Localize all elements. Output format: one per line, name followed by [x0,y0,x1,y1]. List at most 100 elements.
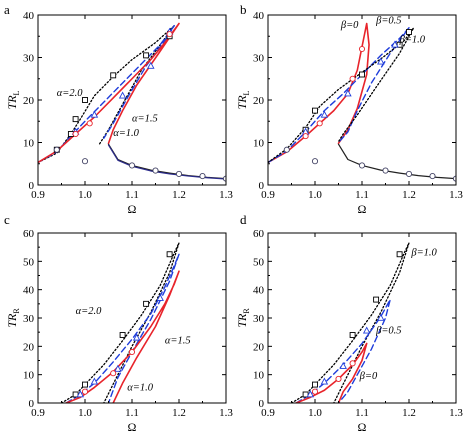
plot-frame [267,14,457,186]
x-tick-label: 1.2 [172,189,186,201]
y-tick-label: 50 [23,256,35,268]
curve-annotation: α=2.0 [76,306,102,317]
series-line-red-solid [295,342,368,403]
y-axis-subscript: L [242,90,251,95]
x-tick-label: 1.2 [172,407,186,419]
y-tick-label: 10 [23,370,35,382]
series-line-navy-solid [107,144,226,180]
triangle-marker [377,57,385,65]
y-tick-label: 20 [253,341,265,353]
y-tick-label: 50 [253,256,265,268]
curve-annotation: α=1.0 [127,382,153,393]
circle-marker [382,167,389,174]
x-axis-title: Ω [358,202,367,216]
plot-area [38,22,226,182]
plot-area [60,242,180,403]
circle-marker [53,146,60,153]
plot-frame [37,14,227,186]
square-marker [82,97,88,103]
circle-marker [110,370,117,377]
circle-marker [199,173,206,180]
triangle-marker [90,377,99,385]
circle-marker [283,146,290,153]
x-tick-label: 1.1 [125,189,139,201]
curve-annotation: α=1.5 [165,336,191,347]
y-tick-label: 20 [23,341,35,353]
y-tick-label: 40 [253,285,265,297]
triangle-marker [132,333,141,341]
circle-marker [86,120,93,127]
triangle-marker [339,361,347,369]
curve-annotation: α=1.0 [113,128,139,139]
x-tick-label: 1.1 [355,189,369,201]
x-tick-label: 1.1 [355,407,369,419]
x-tick-label: 0.9 [261,189,275,201]
triangle-marker [147,61,155,69]
y-axis-title: TRR [235,308,251,328]
y-axis-title: TRL [5,90,21,109]
y-axis-subscript: L [12,90,21,95]
square-marker [396,251,403,258]
square-marker [110,72,117,79]
y-tick-label: 10 [23,138,35,150]
series-line-red-solid [65,270,180,403]
x-tick-label: 1.3 [449,189,463,201]
square-marker [373,296,380,303]
y-axis-title: TRL [235,90,251,109]
square-marker [166,251,173,258]
x-tick-label: 1.0 [78,189,92,201]
triangle-marker [320,377,329,385]
y-tick-label: 0 [259,398,265,410]
series-line-blue-dashed [295,298,391,403]
square-marker [349,332,356,338]
panel-b: b 0.9 1.0 1.1 1.2 1.3 0 10 20 30 40 Ω TRL β=0 β=0.5 β=1… [235,2,463,216]
plot-frame [37,232,227,404]
panel-d: d 0.9 1.0 1.1 1.2 1.3 0 10 20 30 40 50 60 Ω TRR β=1.0 β=… [235,212,463,434]
triangle-marker [320,110,329,118]
circle-marker [311,158,319,165]
square-marker [359,71,365,78]
panel-a: a 0.9 1.0 1.1 1.2 1.3 0 10 20 30 40 Ω TRL α=2.0 α=1.5 α… [4,2,233,216]
circle-marker [358,45,366,53]
x-tick-label: 1.2 [402,189,416,201]
y-axis-subscript: R [12,308,21,314]
y-axis-subscript: R [242,308,251,314]
square-marker [143,52,150,59]
circle-marker [349,360,356,367]
y-tick-label: 60 [253,228,265,240]
x-axis-title: Ω [128,202,137,216]
series-line-black-dotted [268,27,415,164]
triangle-marker [391,40,399,48]
square-marker [143,300,150,307]
x-tick-label: 1.0 [78,407,92,419]
panel-c: c 0.9 1.0 1.1 1.2 1.3 0 10 20 30 40 50 60 Ω TRR α=2.0 α=… [4,212,233,434]
x-axis-title: Ω [128,420,137,434]
y-tick-label: 10 [253,370,265,382]
x-tick-label: 1.3 [219,407,233,419]
series-line-blue-dashed [38,24,175,164]
x-tick-label: 0.9 [261,407,275,419]
y-tick-label: 30 [23,53,35,65]
triangle-marker [114,364,122,372]
x-tick-label: 1.0 [308,407,322,419]
panel-letter: a [4,2,10,17]
y-tick-label: 60 [23,228,35,240]
circle-marker [316,120,323,127]
circle-marker [349,75,356,82]
curve-annotation: β=1.0 [410,248,437,259]
circle-marker [335,375,342,382]
y-tick-label: 30 [253,53,265,65]
y-tick-label: 40 [253,10,265,22]
circle-marker [81,388,89,395]
series-line-red-solid [38,22,180,164]
x-tick-label: 1.0 [308,189,322,201]
curve-annotation: β=0.5 [375,326,401,337]
y-tick-label: 30 [253,313,265,325]
square-marker [312,381,318,388]
x-tick-label: 0.9 [31,407,45,419]
plot-area [268,22,456,182]
triangle-marker [344,89,352,97]
x-tick-label: 1.3 [449,407,463,419]
y-axis-title: TRR [5,308,21,328]
